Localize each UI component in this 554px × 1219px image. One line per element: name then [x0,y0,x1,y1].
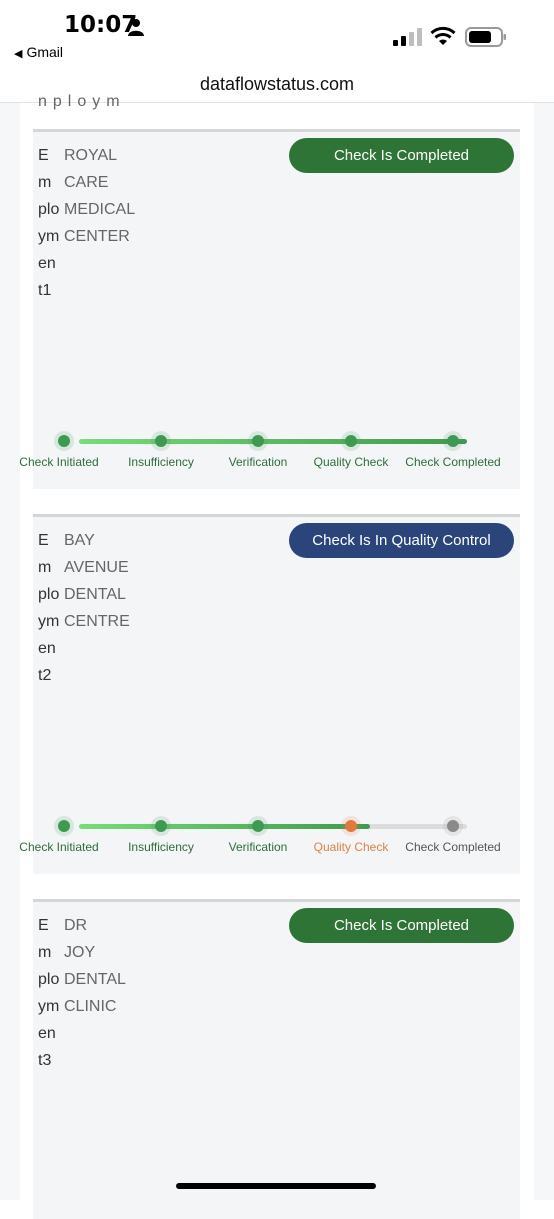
clock: 10:07 [64,12,138,38]
step-dot-verification [252,820,264,832]
step-dot-check-initiated [58,435,70,447]
step-label-check-initiated: Check Initiated [19,840,99,854]
wifi-icon [430,26,456,45]
employment-card-3: Employment3 DR JOY DENTAL CLINIC Check I… [33,899,520,1219]
employment-label: Employment1 [38,147,60,300]
company-name: DR JOY DENTAL CLINIC [64,917,126,1016]
battery-icon [465,27,506,47]
step-label-insufficiency: Insufficiency [128,455,194,469]
url-text: dataflowstatus.com [199,74,355,94]
step-label-verification: Verification [228,840,288,854]
step-label-check-completed: Check Completed [405,455,501,469]
cellular-signal-icon [393,28,422,46]
progress-fill [79,824,370,829]
step-label-quality-check: Quality Check [313,840,389,854]
step-dot-check-completed [447,820,459,832]
employment-card-1: Employment1 ROYAL CARE MEDICAL CENTER Ch… [19,129,520,489]
step-dot-check-initiated [58,820,70,832]
step-dot-quality-check [345,820,357,832]
browser-url-bar[interactable]: dataflowstatus.com [0,62,554,103]
back-triangle-icon: ◀ [14,48,23,60]
step-dot-insufficiency [155,435,167,447]
status-badge[interactable]: Check Is Completed [289,138,514,173]
step-dot-check-completed [447,435,459,447]
company-name: ROYAL CARE MEDICAL CENTER [64,147,135,246]
back-app-label: Gmail [26,44,64,60]
employment-card-2: Employment2 BAY AVENUE DENTAL CENTRE Che… [19,514,520,874]
step-label-quality-check: Quality Check [313,455,389,469]
back-to-app-link[interactable]: ◀ Gmail [14,44,63,60]
status-bar: 10:07 ◀ Gmail [0,0,554,62]
company-name: BAY AVENUE DENTAL CENTRE [64,532,130,631]
status-badge[interactable]: Check Is In Quality Control [289,523,514,558]
step-dot-verification [252,435,264,447]
step-dot-quality-check [345,435,357,447]
step-label-check-completed: Check Completed [405,840,501,854]
step-label-insufficiency: Insufficiency [128,840,194,854]
employment-label: Employment2 [38,532,60,685]
step-label-verification: Verification [228,455,288,469]
cut-off-heading: nploym [38,93,126,110]
home-indicator[interactable] [176,1183,376,1189]
step-dot-insufficiency [155,820,167,832]
progress-fill [79,439,467,444]
person-icon [128,19,144,36]
step-label-check-initiated: Check Initiated [19,455,99,469]
employment-label: Employment3 [38,917,60,1070]
status-badge[interactable]: Check Is Completed [289,908,514,943]
